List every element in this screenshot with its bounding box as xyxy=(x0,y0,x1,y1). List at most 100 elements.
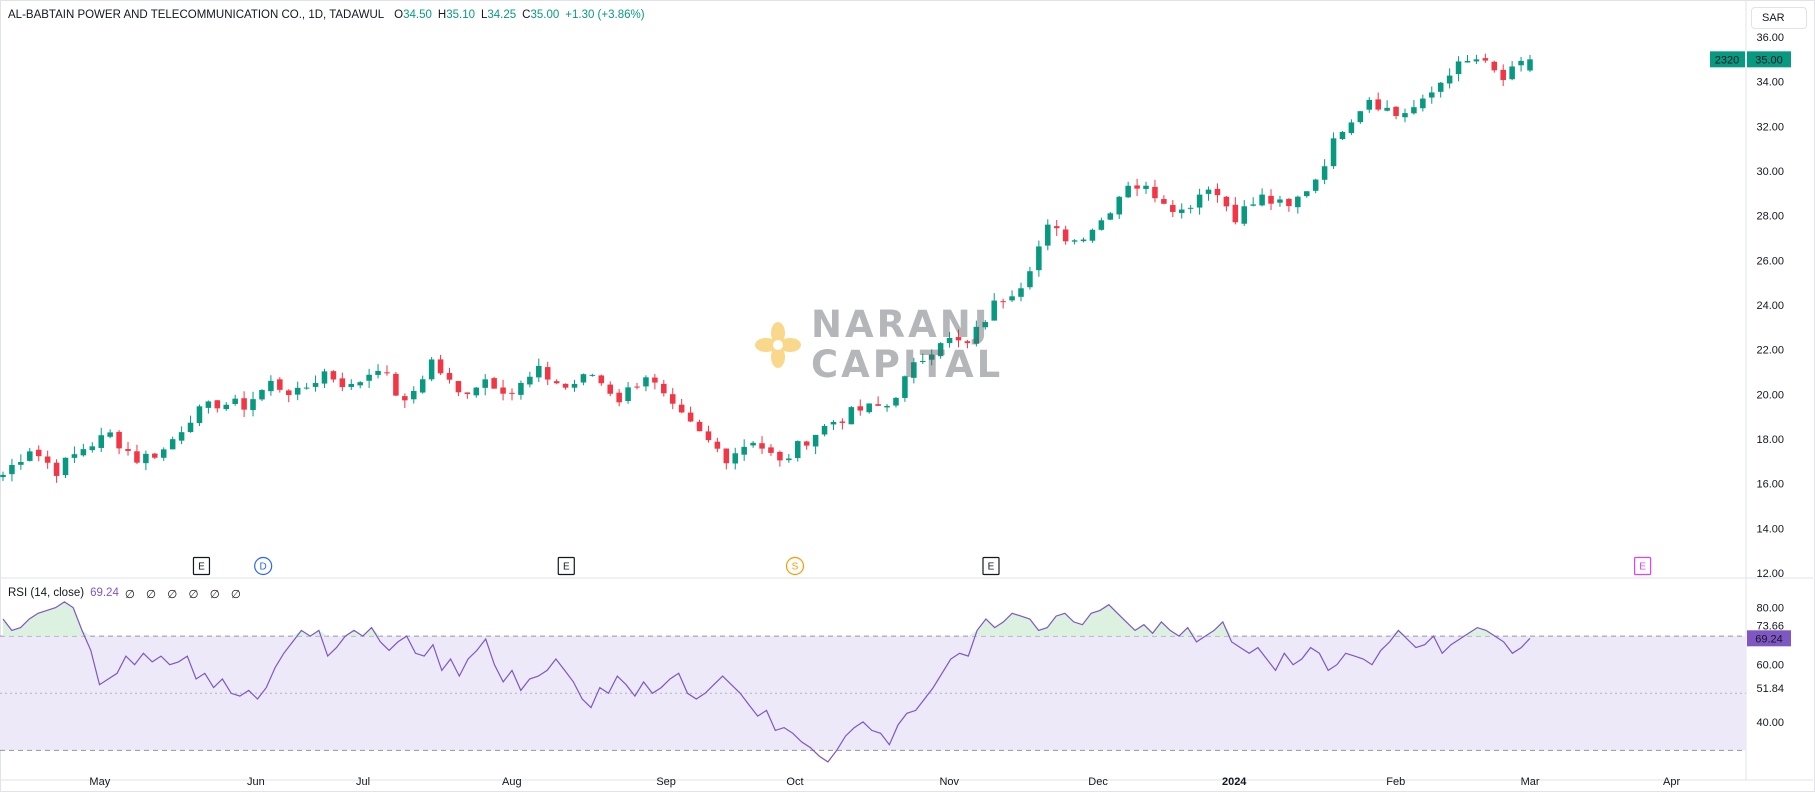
candle-body xyxy=(509,392,515,394)
rsi-tick-label: 51.84 xyxy=(1756,683,1784,695)
candle-body xyxy=(1500,69,1506,80)
candle-body xyxy=(705,431,712,441)
rsi-tick-label: 73.66 xyxy=(1756,621,1784,633)
candle-body xyxy=(794,441,801,459)
candle-body xyxy=(661,383,667,394)
candle-body xyxy=(500,387,506,394)
candle-body xyxy=(62,457,69,476)
candle-body xyxy=(1482,58,1489,61)
price-tick-label: 30.00 xyxy=(1756,166,1784,178)
candle-body xyxy=(98,435,104,448)
price-tick-label: 34.00 xyxy=(1756,77,1784,89)
candle-body xyxy=(1366,99,1373,110)
candle-body xyxy=(812,434,819,447)
rsi-last-tag-bg xyxy=(1747,630,1791,647)
candle-body xyxy=(464,392,471,394)
candle-body xyxy=(598,375,605,384)
candle-body xyxy=(553,381,560,384)
last-price-tag-value: 35.00 xyxy=(1755,54,1783,66)
candle-body xyxy=(1286,198,1292,207)
candle-body xyxy=(178,432,185,441)
event-marker xyxy=(1633,556,1652,576)
candle-body xyxy=(393,373,399,396)
candle-body xyxy=(491,378,497,389)
candle-body xyxy=(1429,92,1435,98)
candle-body xyxy=(589,374,596,376)
candle-body xyxy=(268,380,274,392)
candle-body xyxy=(1143,185,1149,189)
candle-body xyxy=(723,448,730,464)
candle-body xyxy=(964,341,971,344)
candle-body xyxy=(1420,98,1426,109)
candle-body xyxy=(652,377,658,383)
currency-button[interactable]: SAR xyxy=(1751,7,1807,29)
rsi-legend: RSI (14, close) 69.24 ∅ ∅ ∅ ∅ ∅ ∅ xyxy=(8,587,245,601)
candle-body xyxy=(446,373,453,380)
candle-body xyxy=(366,374,372,381)
candle-body xyxy=(866,403,872,413)
candle-body xyxy=(134,451,140,463)
candle-body xyxy=(634,386,640,388)
rsi-overbought-fill xyxy=(3,601,1530,637)
time-tick-label: Nov xyxy=(939,776,959,788)
candle-body xyxy=(955,337,962,341)
volume-tag-value: 2320 xyxy=(1715,54,1739,66)
candle-body xyxy=(732,453,739,464)
time-tick-label: Feb xyxy=(1386,776,1405,788)
candle-body xyxy=(160,449,167,458)
candle-body xyxy=(1223,196,1230,207)
event-marker xyxy=(557,556,575,576)
rsi-tick-label: 60.00 xyxy=(1756,660,1784,672)
candle-body xyxy=(1268,195,1274,204)
candle-body xyxy=(80,449,87,456)
candle-body xyxy=(241,398,247,410)
low-value: 34.25 xyxy=(487,9,517,21)
candle-body xyxy=(0,474,6,478)
candle-body xyxy=(277,379,283,390)
candle-body xyxy=(1375,99,1381,110)
candle-body xyxy=(1205,189,1212,194)
candle-body xyxy=(205,401,212,408)
candle-body xyxy=(1214,188,1221,196)
rsi-tick-label: 40.00 xyxy=(1756,717,1784,729)
candle-body xyxy=(196,406,203,424)
candle-body xyxy=(321,371,328,384)
candle-body xyxy=(937,343,944,357)
candle-body xyxy=(384,372,390,374)
candle-body xyxy=(1152,186,1158,199)
candle-body xyxy=(786,458,792,461)
candle-body xyxy=(187,422,194,432)
candle-body xyxy=(116,431,122,449)
price-tick-label: 26.00 xyxy=(1756,255,1784,267)
price-tick-label: 32.00 xyxy=(1756,121,1784,133)
rsi-legend-value: 69.24 xyxy=(90,587,119,599)
candle-body xyxy=(339,378,346,388)
candle-body xyxy=(294,387,301,395)
event-marker-letter: E xyxy=(563,562,570,573)
candle-body xyxy=(759,443,765,449)
candle-body xyxy=(1036,246,1042,271)
candle-body xyxy=(152,453,158,458)
candle-body xyxy=(1518,60,1524,66)
candle-body xyxy=(1321,166,1328,180)
candle-body xyxy=(53,462,60,476)
time-tick-label: Mar xyxy=(1521,776,1540,788)
candle-body xyxy=(125,449,131,451)
candle-body xyxy=(1080,239,1087,242)
candle-body xyxy=(27,451,33,461)
candle-body xyxy=(1232,204,1239,223)
candle-body xyxy=(473,387,480,396)
candle-body xyxy=(536,365,542,378)
candle-body xyxy=(625,387,631,402)
candle-body xyxy=(402,396,408,401)
time-tick-label: May xyxy=(89,776,110,788)
high-label: H xyxy=(437,9,447,21)
price-tick-label: 20.00 xyxy=(1756,389,1784,401)
candle-body xyxy=(1303,191,1310,197)
candle-body xyxy=(571,383,578,388)
event-marker-letter: E xyxy=(988,562,995,573)
candle-body xyxy=(1312,179,1319,191)
candle-body xyxy=(821,425,828,435)
candle-body xyxy=(1402,113,1408,118)
